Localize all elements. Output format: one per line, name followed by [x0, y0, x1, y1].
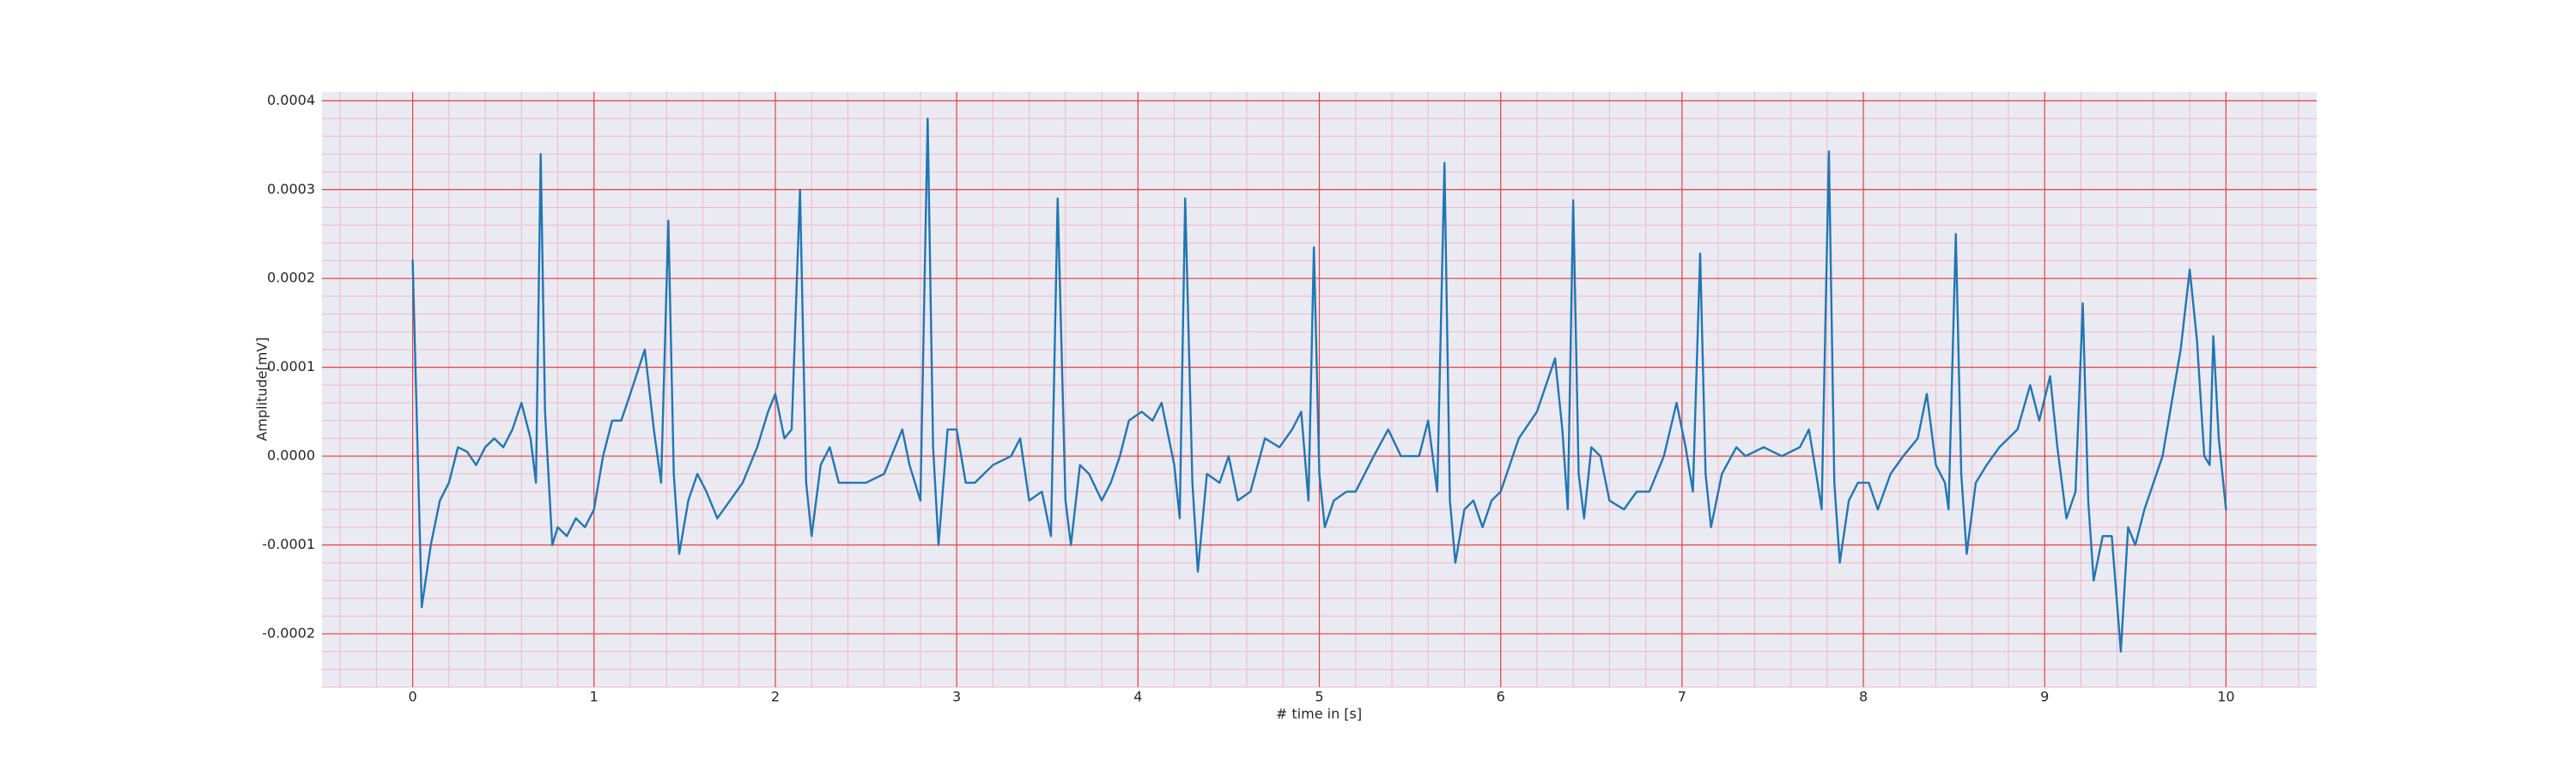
x-tick-label: 10	[2217, 689, 2234, 705]
ecg-line	[411, 117, 2227, 653]
y-tick-label: -0.0001	[262, 536, 315, 552]
x-tick-label: 1	[590, 689, 598, 705]
x-tick-label: 9	[2040, 689, 2049, 705]
y-tick-label: 0.0000	[267, 447, 315, 464]
x-tick-label: 0	[408, 689, 416, 705]
x-tick-label: 2	[771, 689, 780, 705]
y-tick-label: 0.0003	[267, 180, 315, 197]
x-tick-label: 7	[1678, 689, 1686, 705]
y-tick-label: 0.0002	[267, 270, 315, 286]
x-axis-label: # time in [s]	[1276, 706, 1362, 722]
y-tick-label: -0.0002	[262, 624, 315, 641]
x-tick-label: 3	[952, 689, 961, 705]
x-tick-label: 5	[1315, 689, 1323, 705]
x-tick-label: 6	[1497, 689, 1505, 705]
y-axis-label: Amplitude[mV]	[254, 337, 270, 441]
y-tick-label: 0.0004	[267, 92, 315, 108]
y-tick-label: 0.0001	[267, 358, 315, 374]
x-tick-label: 4	[1133, 689, 1142, 705]
x-tick-label: 8	[1859, 689, 1868, 705]
